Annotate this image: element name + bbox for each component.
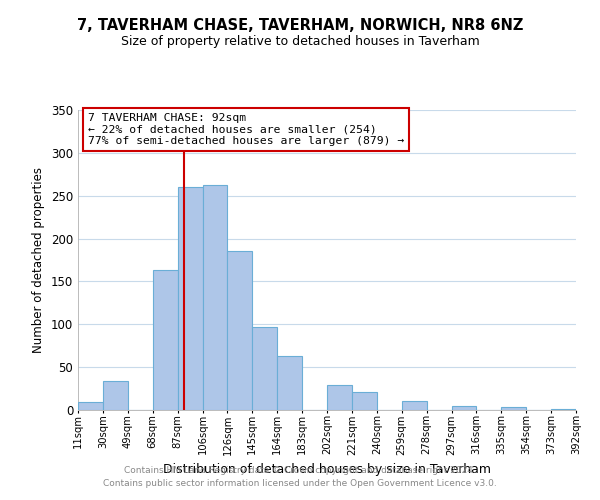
Bar (327, 385, 352, 410)
Bar (452, 406, 476, 410)
Text: Size of property relative to detached houses in Taverham: Size of property relative to detached ho… (121, 35, 479, 48)
Bar (203, 184, 227, 410)
Y-axis label: Number of detached properties: Number of detached properties (32, 167, 46, 353)
Bar (551, 409, 576, 410)
Bar (253, 327, 277, 410)
Text: 7, TAVERHAM CHASE, TAVERHAM, NORWICH, NR8 6NZ: 7, TAVERHAM CHASE, TAVERHAM, NORWICH, NR… (77, 18, 523, 32)
Bar (277, 356, 302, 410)
Text: 7 TAVERHAM CHASE: 92sqm
← 22% of detached houses are smaller (254)
77% of semi-d: 7 TAVERHAM CHASE: 92sqm ← 22% of detache… (88, 113, 404, 146)
X-axis label: Distribution of detached houses by size in Taverham: Distribution of detached houses by size … (163, 463, 491, 476)
Bar (152, 270, 178, 410)
Bar (103, 381, 128, 410)
Text: Contains HM Land Registry data © Crown copyright and database right 2024.
Contai: Contains HM Land Registry data © Crown c… (103, 466, 497, 487)
Bar (502, 408, 526, 410)
Bar (402, 400, 427, 410)
Bar (352, 392, 377, 410)
Bar (227, 252, 253, 410)
Bar (178, 187, 203, 410)
Bar (78, 402, 103, 410)
